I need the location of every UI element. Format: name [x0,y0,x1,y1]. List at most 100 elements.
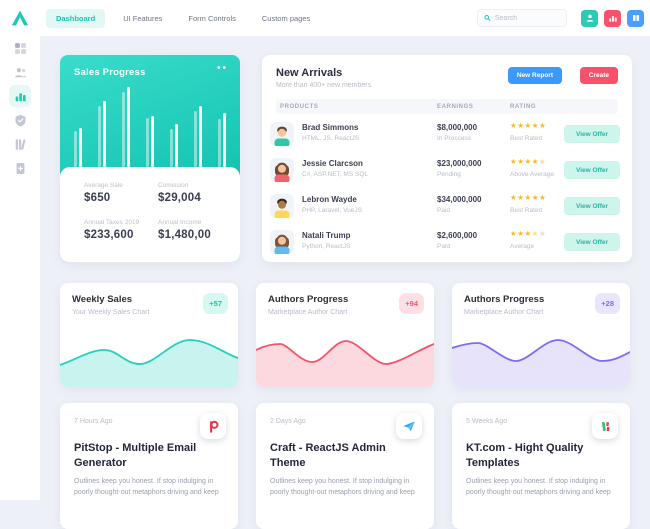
bar-secondary [146,117,149,167]
star-icon: ★ [510,229,518,238]
nav-item-custom-pages[interactable]: Custom pages [261,13,311,23]
search-input[interactable] [494,14,560,22]
sidebar-item-dashboard[interactable] [9,37,31,59]
library-icon [15,138,26,150]
star-rating: ★★★★★ [510,157,546,166]
star-icon: ★ [510,121,518,130]
star-icon: ★ [510,157,518,166]
star-icon: ★ [517,193,525,202]
feed-card-pitstop-multiple-email-generator[interactable]: 7 Hours Ago PitStop - Multiple Email Gen… [60,403,238,529]
app-logo[interactable] [0,9,40,27]
star-icon: ★ [524,193,532,202]
stat-value: $29,004 [158,192,201,204]
rating-label: Average [510,243,535,250]
top-navbar: Dashboard UI Features Form Controls Custom … [0,0,650,36]
sales-progress-title: Sales Progress [74,67,146,78]
bar-secondary [170,129,173,167]
star-icon: ★ [524,229,532,238]
view-offer-button[interactable]: View Offer [564,161,620,179]
table-row[interactable]: Natali Trump Python, ReactJS $2,600,000 … [270,224,620,260]
sidebar-item-new-file[interactable] [9,157,31,179]
rating-label: Above Average [510,171,554,178]
view-offer-button[interactable]: View Offer [564,125,620,143]
pitstop-logo-icon [209,420,218,433]
sidebar-item-analytics[interactable] [9,85,31,107]
navbar-right [477,9,650,27]
bar-primary [79,127,82,167]
chart-action-button[interactable] [604,9,621,27]
table-row[interactable]: Brad Simmons HTML, JS, ReactJS $8,000,00… [270,116,620,152]
stat-value: $233,600 [84,229,134,241]
new-arrivals-title: New Arrivals [276,67,343,79]
stat-value: $650 [84,192,111,204]
sidebar-item-users[interactable] [9,61,31,83]
member-skills: C#, ASP.NET, MS SQL [302,171,368,178]
bar-secondary [218,119,221,167]
feed-timestamp: 7 Hours Ago [74,418,113,425]
nav-item-ui-features[interactable]: UI Features [123,13,163,23]
bar-primary [103,101,106,167]
feed-body: Outlines keep you honest. If stop indulg… [270,478,415,497]
member-name: Lebron Wayde [302,195,357,204]
users-icon [14,67,26,77]
rating-label: Best Rated [510,135,543,142]
bar-pair [218,85,226,167]
table-row[interactable]: Lebron Wayde PHP, Laravel, VueJS $34,000… [270,188,620,224]
nav-item-form-controls[interactable]: Form Controls [188,13,236,23]
table-header: PRODUCTS EARNINGS RATING [276,99,618,114]
stat-label: Annual Income [158,219,202,226]
bar-primary [199,106,202,167]
view-offer-button[interactable]: View Offer [564,233,620,251]
stat-label: Average Sale [84,182,123,189]
left-sidebar [0,36,40,500]
bar-secondary [74,130,77,167]
trend-badge: +28 [595,293,620,314]
star-rating: ★★★★★ [510,229,546,238]
bar-chart-icon [15,92,26,101]
user-action-button[interactable] [581,9,598,27]
bar-primary [151,116,154,167]
more-options-icon[interactable]: •• [216,63,228,74]
columns-action-button[interactable] [627,9,644,27]
view-offer-button[interactable]: View Offer [564,197,620,215]
column-earnings: EARNINGS [437,103,474,110]
star-icon: ★ [517,121,525,130]
bar-pair [170,85,178,167]
sidebar-item-library[interactable] [9,133,31,155]
member-skills: Python, ReactJS [302,243,351,250]
new-arrivals-card: New Arrivals More than 400+ new members … [262,55,632,262]
star-icon: ★ [517,229,525,238]
bar-pair [122,85,130,167]
feed-title: Craft - ReactJS Admin Theme [270,442,386,469]
grid-icon [14,42,26,54]
nav-item-dashboard[interactable]: Dashboard [46,8,106,28]
member-skills: HTML, JS, ReactJS [302,135,360,142]
bar-secondary [98,106,101,167]
new-report-button[interactable]: New Report [507,67,562,84]
bar-pair [146,85,154,167]
search-box[interactable] [477,9,567,27]
stat-annual-income: Annual Income $1,480,00 [158,219,232,252]
feed-body: Outlines keep you honest. If stop indulg… [466,478,611,497]
table-row[interactable]: Jessie Clarcson C#, ASP.NET, MS SQL $23,… [270,152,620,188]
earnings-value: $8,000,000 [437,123,478,132]
feed-card-kt-com-hight-quality-templates[interactable]: 5 Weeks Ago KT.com - Hight Quality Templ… [452,403,630,529]
earnings-status: Pending [437,171,461,178]
create-button[interactable]: Create [579,67,618,84]
stat-label: Annual Taxes 2019 [84,219,140,226]
bar-primary [175,124,178,167]
stat-value: $1,480,00 [158,229,211,241]
file-plus-icon [16,162,24,174]
sales-bar-chart [74,85,226,167]
earnings-status: Paid [437,243,451,250]
trend-badge: +57 [203,293,228,314]
feed-card-craft-reactjs-admin-theme[interactable]: 2 Days Ago Craft - ReactJS Admin Theme O… [256,403,434,529]
earnings-status: Paid [437,207,451,214]
main-content: Sales Progress •• Average Sale $650 Comi… [40,36,650,529]
sales-stats-panel: Average Sale $650 Comission $29,004 Annu… [60,167,240,262]
star-icon: ★ [524,157,532,166]
sidebar-item-security[interactable] [9,109,31,131]
star-icon: ★ [538,121,547,130]
star-icon: ★ [531,157,539,166]
user-icon [586,14,593,22]
